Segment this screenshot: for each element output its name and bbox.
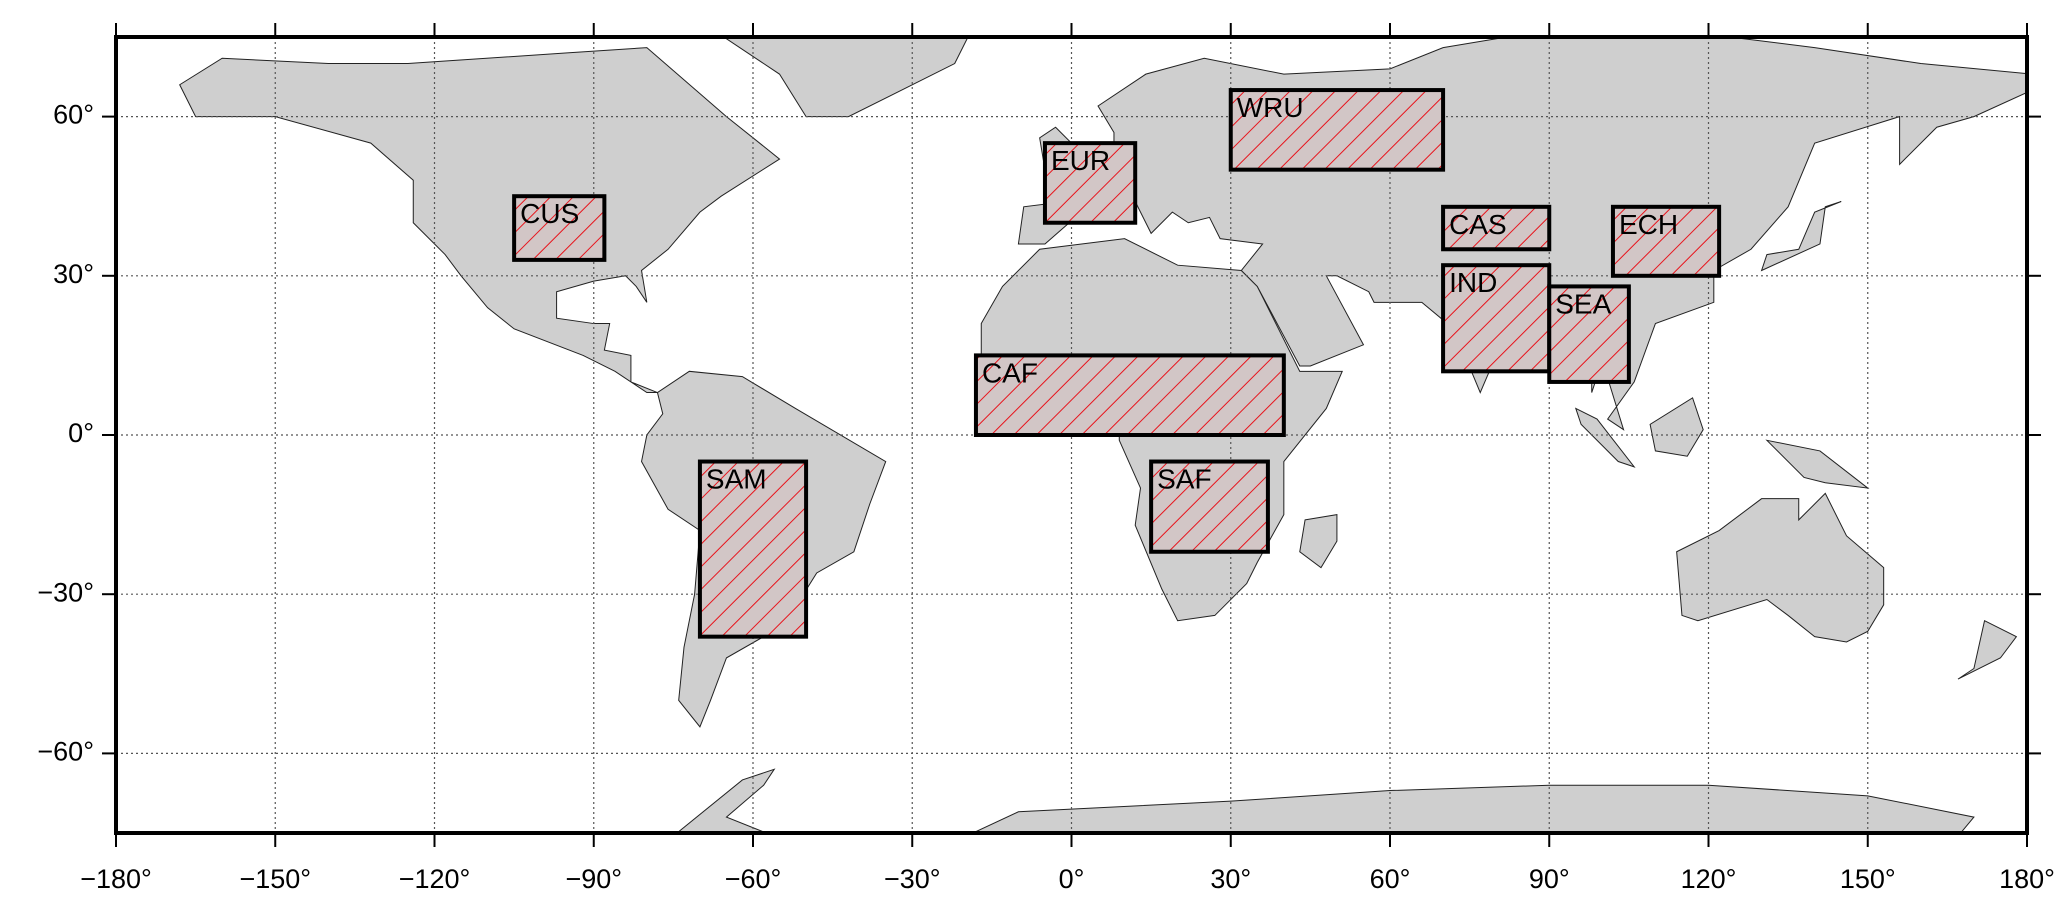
- x-tick-label: −150°: [239, 864, 311, 894]
- y-tick-label: −60°: [37, 737, 94, 767]
- regions: CUS EUR WRU CAS ECH IND SEA CAF SAF SAM: [512, 88, 1722, 639]
- region-label: CUS: [520, 198, 579, 229]
- region-label: ECH: [1619, 209, 1678, 240]
- x-tick-label: −30°: [884, 864, 941, 894]
- region-box: [973, 353, 1286, 437]
- x-tick-label: 30°: [1210, 864, 1251, 894]
- y-tick-label: 60°: [53, 100, 94, 130]
- region-box: [1441, 204, 1552, 252]
- region-box: [1441, 263, 1552, 374]
- x-tick-label: −180°: [80, 864, 152, 894]
- x-tick-label: 60°: [1370, 864, 1411, 894]
- antarctica: [939, 785, 1974, 833]
- region-box: [1610, 204, 1722, 278]
- y-tick-label: −30°: [37, 577, 94, 607]
- new-guinea: [1767, 440, 1868, 488]
- antarctic-peninsula: [657, 769, 806, 833]
- region-label: CAF: [982, 357, 1038, 388]
- region-label: IND: [1449, 267, 1497, 298]
- australia: [1677, 493, 1884, 642]
- region-label: SEA: [1555, 288, 1611, 319]
- x-tick-label: 0°: [1059, 864, 1085, 894]
- region-box: [1149, 459, 1270, 554]
- region-label: SAF: [1157, 464, 1211, 495]
- region-box: [697, 459, 809, 639]
- sumatra: [1576, 408, 1634, 466]
- y-tick-label: 30°: [53, 259, 94, 289]
- north-america: [180, 48, 780, 393]
- region-label: WRU: [1237, 92, 1304, 123]
- axes: −180° −150° −120° −90° −60° −30° 0° 30° 60° 90° 12…: [37, 23, 2055, 894]
- x-tick-label: 120°: [1681, 864, 1737, 894]
- x-tick-label: −60°: [725, 864, 782, 894]
- region-label: EUR: [1051, 145, 1110, 176]
- region-box: [1042, 141, 1138, 225]
- x-tick-label: 180°: [1999, 864, 2055, 894]
- region-box: [1228, 88, 1446, 172]
- japan: [1762, 202, 1842, 271]
- x-tick-label: 90°: [1529, 864, 1570, 894]
- greenland: [700, 37, 976, 117]
- borneo: [1650, 398, 1703, 456]
- new-zealand: [1958, 621, 2016, 679]
- x-tick-label: −90°: [565, 864, 622, 894]
- x-tick-label: −120°: [399, 864, 471, 894]
- region-box: [512, 194, 607, 262]
- region-label: SAM: [706, 464, 767, 495]
- region-label: CAS: [1449, 209, 1507, 240]
- region-box: [1547, 284, 1631, 384]
- x-tick-label: 150°: [1840, 864, 1896, 894]
- madagascar: [1300, 515, 1337, 568]
- y-tick-label: 0°: [68, 418, 94, 448]
